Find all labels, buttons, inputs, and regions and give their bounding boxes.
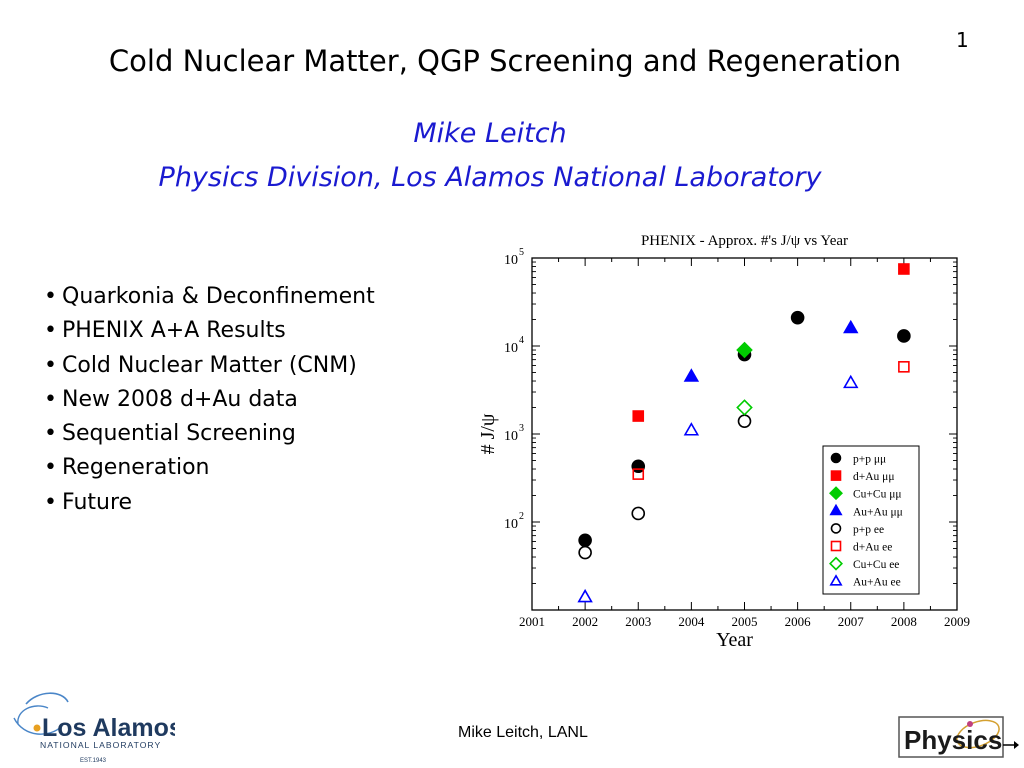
- x-tick-label: 2001: [519, 614, 545, 629]
- legend-label: Au+Au μμ: [853, 506, 903, 518]
- data-point: [683, 368, 700, 382]
- legend-label: d+Au μμ: [853, 471, 895, 483]
- bullet-item: • New 2008 d+Au data: [44, 386, 298, 412]
- legend-label: Cu+Cu ee: [853, 559, 899, 571]
- legend-box: [822, 445, 920, 595]
- data-point: [898, 263, 910, 275]
- data-point: [577, 588, 593, 603]
- physics-logo: Physics: [898, 716, 1019, 758]
- data-point: [578, 545, 592, 560]
- x-tick-label: 2002: [572, 614, 598, 629]
- legend-label: Au+Au ee: [853, 577, 901, 589]
- legend-marker: [829, 503, 843, 516]
- legend-label: Cu+Cu μμ: [853, 489, 902, 501]
- data-point: [736, 399, 753, 416]
- data-point: [683, 422, 700, 436]
- x-axis-label: Year: [716, 629, 753, 651]
- legend-marker: [829, 574, 843, 586]
- bullet-item: • Cold Nuclear Matter (CNM): [44, 352, 357, 378]
- legend-marker: [829, 486, 843, 501]
- legend-marker: [830, 470, 842, 481]
- legend-marker: [830, 523, 842, 534]
- legend-label: p+p μμ: [853, 454, 886, 466]
- data-point: [897, 329, 911, 343]
- legend-label: d+Au ee: [853, 542, 892, 554]
- y-axis-label: # J/ψ: [477, 413, 499, 454]
- data-point: [843, 319, 859, 334]
- data-point: [790, 310, 805, 325]
- data-point: [632, 410, 645, 422]
- bullet-item: • Regeneration: [44, 455, 210, 481]
- y-tick-label: 10: [504, 341, 518, 356]
- y-tick-exponent: 3: [519, 423, 524, 434]
- bullet-item: • Sequential Screening: [44, 421, 296, 447]
- data-point: [737, 414, 752, 428]
- y-tick-exponent: 2: [519, 511, 524, 522]
- lanl-name: Los Alamos: [42, 714, 175, 742]
- y-tick-exponent: 5: [519, 247, 524, 258]
- x-tick-label: 2005: [732, 614, 758, 629]
- los-alamos-logo: Los Alamos NATIONAL LABORATORY EST.1943: [13, 692, 175, 764]
- data-point: [843, 374, 859, 389]
- author-name: Mike Leitch: [413, 118, 567, 149]
- x-tick-label: 2007: [838, 614, 865, 629]
- y-tick-label: 10: [504, 429, 518, 444]
- x-tick-label: 2006: [785, 614, 812, 629]
- bullet-item: • PHENIX A+A Results: [44, 318, 286, 344]
- lanl-subtitle: NATIONAL LABORATORY: [40, 740, 161, 750]
- footer-text: Mike Leitch, LANL: [458, 724, 588, 741]
- x-tick-label: 2004: [678, 614, 705, 629]
- author-affiliation: Physics Division, Los Alamos National La…: [158, 162, 822, 193]
- legend-marker: [830, 540, 842, 552]
- data-point: [736, 341, 753, 359]
- legend-marker: [829, 556, 843, 571]
- data-point: [631, 506, 646, 521]
- slide-title: Cold Nuclear Matter, QGP Screening and R…: [108, 44, 902, 78]
- legend-label: p+p ee: [853, 524, 884, 536]
- data-point: [632, 468, 645, 480]
- chart-title: PHENIX - Approx. #'s J/ψ vs Year: [641, 233, 848, 249]
- bullet-item: • Future: [44, 489, 133, 515]
- page-number: 1: [956, 28, 969, 52]
- x-tick-label: 2003: [625, 614, 651, 629]
- bullet-list: • Quarkonia & Deconfinement • PHENIX A+A R…: [44, 280, 375, 520]
- data-point: [898, 361, 910, 373]
- x-tick-label: 2008: [891, 614, 917, 629]
- x-tick-label: 2009: [944, 614, 970, 629]
- physics-logo-text: Physics: [904, 725, 1002, 755]
- y-tick-exponent: 4: [519, 335, 524, 346]
- legend-marker: [830, 452, 842, 464]
- bullet-item: • Quarkonia & Deconfinement: [44, 284, 375, 309]
- data-point: [578, 533, 592, 548]
- lanl-established: EST.1943: [80, 758, 107, 764]
- y-tick-label: 10: [504, 253, 518, 268]
- y-tick-label: 10: [504, 517, 518, 532]
